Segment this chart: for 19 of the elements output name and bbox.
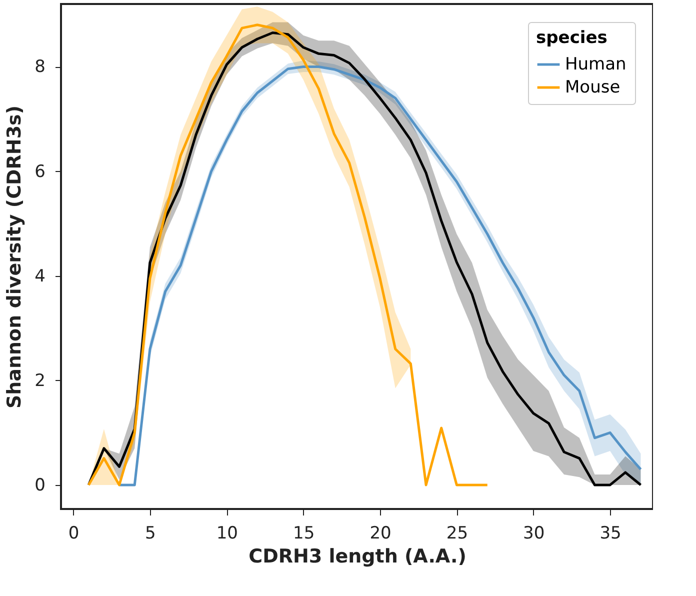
x-tick-label: 30 (523, 524, 545, 544)
x-tick-label: 25 (446, 524, 468, 544)
y-tick-label: 6 (34, 162, 46, 182)
y-tick-label: 2 (34, 370, 46, 391)
y-axis-title: Shannon diversity (CDRH3s) (4, 105, 26, 409)
x-axis-title: CDRH3 length (A.A.) (248, 546, 466, 568)
y-tick-label: 0 (34, 475, 46, 496)
y-tick-label: 4 (34, 266, 46, 286)
y-tick-label: 8 (34, 57, 46, 78)
legend-label: Human (565, 54, 626, 74)
x-tick-label: 10 (216, 524, 238, 544)
legend-title: species (536, 28, 608, 48)
x-tick-label: 15 (293, 524, 315, 544)
x-tick-label: 35 (600, 524, 622, 544)
x-tick-label: 0 (68, 524, 80, 544)
x-tick-label: 20 (370, 524, 392, 544)
line-series (87, 24, 489, 486)
legend-label: Mouse (565, 78, 620, 98)
x-tick-label: 5 (145, 524, 156, 544)
